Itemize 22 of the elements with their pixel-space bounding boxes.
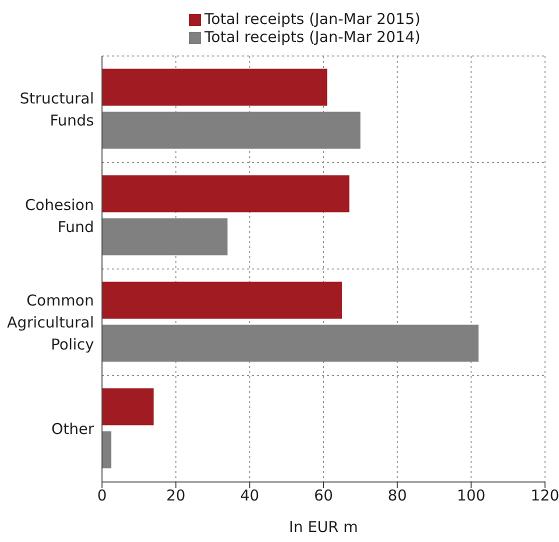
bar <box>102 431 112 468</box>
x-tick-label: 100 <box>456 486 486 505</box>
y-tick-label: Other <box>51 420 95 438</box>
bar <box>102 282 342 319</box>
x-axis-title: In EUR m <box>289 518 358 536</box>
x-tick-label: 20 <box>166 486 186 505</box>
x-tick-label: 80 <box>388 486 407 505</box>
legend-label: Total receipts (Jan-Mar 2015) <box>204 10 420 28</box>
x-tick-label: 60 <box>314 486 334 505</box>
x-tick-label: 0 <box>97 486 107 505</box>
y-tick-label: Cohesion Fund <box>24 196 94 236</box>
legend-label: Total receipts (Jan-Mar 2014) <box>204 28 420 46</box>
bar <box>102 218 228 256</box>
bar <box>102 112 360 149</box>
x-tick-label: 40 <box>240 486 260 505</box>
bar <box>102 175 350 212</box>
x-tick-label: 120 <box>530 486 559 505</box>
bar <box>102 68 328 106</box>
bar <box>102 324 479 362</box>
y-tick-label: Common Agricultural Policy <box>7 291 94 354</box>
bar <box>102 388 154 426</box>
y-tick-label: Structural Funds <box>20 89 94 130</box>
